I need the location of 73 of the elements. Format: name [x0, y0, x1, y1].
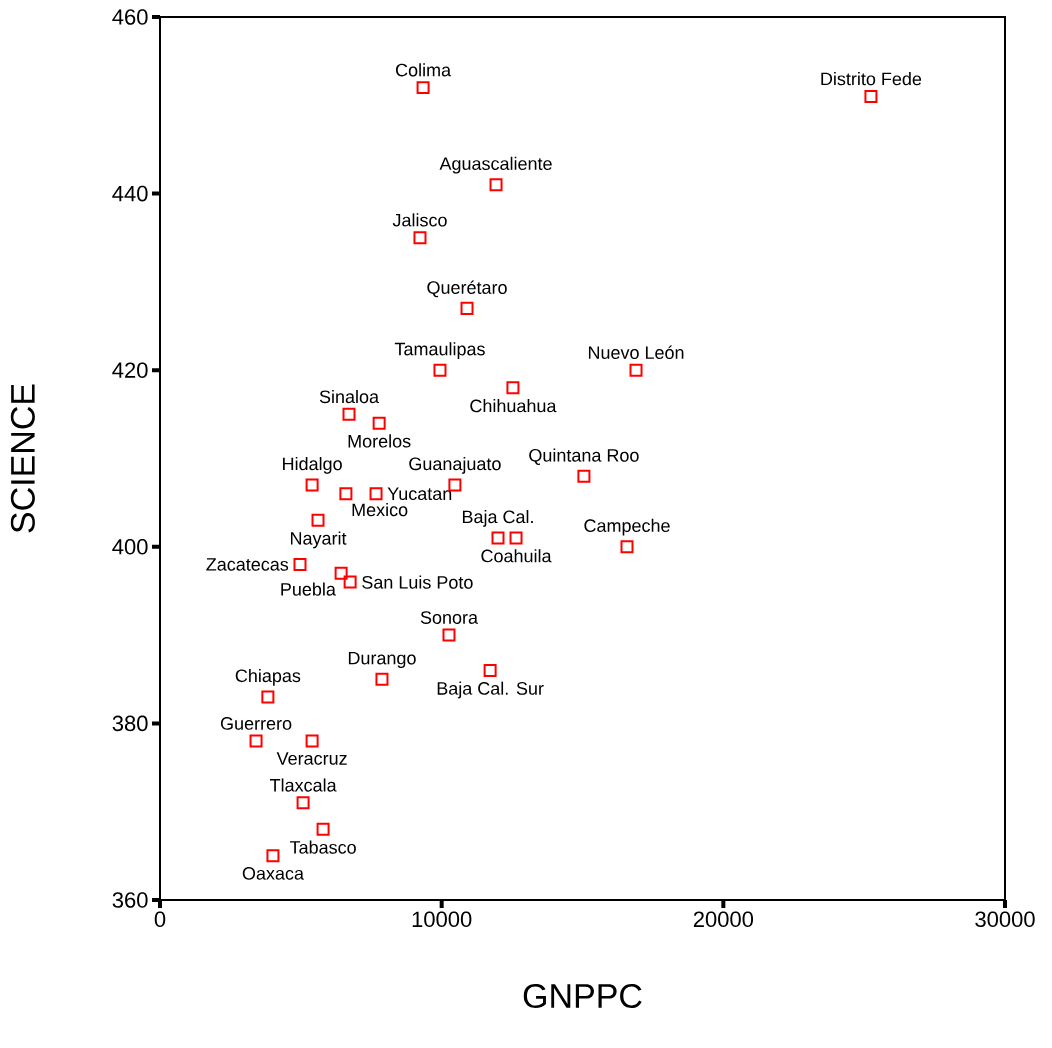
- point: [305, 478, 319, 492]
- annotation: Nayarit: [290, 531, 347, 549]
- point: [506, 381, 520, 395]
- point: [249, 734, 263, 748]
- point: [316, 822, 330, 836]
- annotation: Coahuila: [481, 549, 552, 563]
- annotation: Mexico: [352, 503, 408, 517]
- y-tick-label: 360: [112, 892, 148, 908]
- annotation: Nuevo León: [588, 345, 684, 359]
- point: [266, 849, 280, 863]
- point: [489, 178, 503, 192]
- annotation: Aguascaliente: [439, 156, 552, 174]
- point: [483, 663, 497, 677]
- point: [343, 575, 357, 589]
- point: [372, 416, 386, 430]
- point: [293, 557, 307, 571]
- x-tick-label: 20000: [693, 911, 754, 928]
- point: [442, 628, 456, 642]
- point: [413, 231, 427, 245]
- point: [375, 672, 389, 686]
- point: [509, 531, 523, 545]
- annotation: Sonora: [420, 611, 478, 624]
- annotation: Colima: [395, 63, 452, 77]
- annotation: Puebla: [281, 582, 336, 596]
- annotation: Tamaulipas: [394, 342, 485, 359]
- annotation: Baja Cal.: [462, 509, 533, 527]
- annotation: Querétaro: [427, 280, 507, 298]
- y-tick-label: 380: [112, 715, 148, 732]
- point: [629, 363, 643, 377]
- point: [334, 566, 348, 580]
- annotation: Tlaxcala: [269, 778, 337, 792]
- annotation: Yucatan: [387, 487, 452, 501]
- x-tick-label: 10000: [412, 911, 472, 928]
- annotation: Oaxaca: [242, 867, 304, 880]
- point: [433, 363, 447, 377]
- annotation: Campeche: [584, 518, 670, 536]
- point: [577, 469, 591, 483]
- point: [864, 89, 878, 103]
- y-tick-label: 400: [112, 538, 148, 555]
- x-tick-label: 0: [154, 911, 166, 928]
- annotation: Chiapas: [235, 668, 301, 686]
- annotation: Quintana Roo: [529, 448, 639, 465]
- point: [305, 734, 319, 748]
- annotation: Guanajuato: [409, 456, 501, 474]
- point: [261, 690, 275, 704]
- point: [369, 487, 383, 501]
- point: [620, 540, 634, 554]
- point: [296, 796, 310, 810]
- annotation: Durango: [348, 651, 416, 669]
- annotation: Zacatecas: [206, 558, 289, 571]
- annotation: Baja Cal. Sur: [437, 681, 544, 699]
- point: [491, 531, 505, 545]
- point: [342, 407, 356, 421]
- annotation: Veracruz: [276, 752, 347, 765]
- annotation: Guerrero: [220, 717, 292, 730]
- point: [311, 513, 325, 527]
- annotation: Chihuahua: [470, 399, 557, 413]
- annotation: Morelos: [348, 434, 411, 448]
- annotation: Tabasco: [289, 840, 356, 854]
- point: [416, 81, 430, 95]
- annotation: Sinaloa: [319, 389, 380, 404]
- annotation: San Luis Poto: [362, 575, 473, 589]
- annotation: Jalisco: [392, 213, 447, 227]
- y-axis-title: SCIENCE: [10, 384, 35, 533]
- y-tick-label: 460: [112, 9, 148, 25]
- x-tick-label: 30000: [975, 911, 1035, 928]
- y-tick-label: 440: [112, 185, 148, 202]
- point: [339, 487, 353, 501]
- point: [460, 301, 474, 315]
- y-tick-label: 420: [112, 362, 148, 378]
- annotation: Distrito Fede: [821, 72, 922, 86]
- x-axis-title: GNPPC: [523, 983, 642, 1009]
- annotation: Hidalgo: [283, 456, 342, 474]
